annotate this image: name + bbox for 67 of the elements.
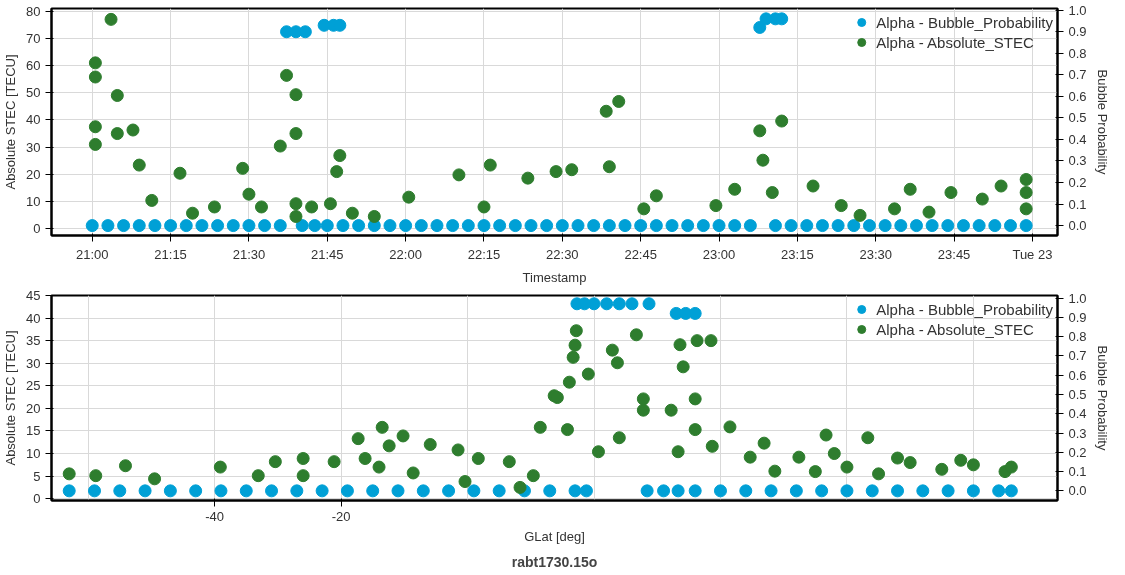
x-tick-label: Tue 23: [1012, 246, 1053, 262]
y2-tick-label: 0.0: [1068, 218, 1087, 234]
x-tick-label: 22:00: [389, 246, 422, 262]
legend-label: Alpha - Absolute_STEC: [876, 33, 1034, 51]
x-axis-title: GLat [deg]: [524, 528, 585, 544]
y2-tick-label: 1.0: [1068, 2, 1087, 18]
y2-tick-label: 0.9: [1068, 309, 1087, 325]
x-tick-label: 21:30: [232, 246, 266, 262]
x-tick-label: 23:45: [937, 246, 971, 262]
y-tick-label: 10: [26, 446, 41, 462]
legend-label: Alpha - Absolute_STEC: [876, 320, 1034, 338]
y2-tick-label: 0.2: [1068, 175, 1087, 191]
x-tick-label: 23:30: [859, 246, 893, 262]
x-tick-label: 22:45: [624, 246, 657, 262]
y-tick-label: 0: [33, 491, 41, 507]
y-tick-label: 50: [26, 85, 41, 101]
y2-tick-label: 0.5: [1068, 386, 1087, 402]
y2-tick-label: 0.3: [1068, 153, 1087, 169]
y-tick-label: 20: [26, 166, 41, 182]
x-tick-label: 21:00: [75, 246, 109, 262]
legend-label: Alpha - Bubble_Probability: [876, 300, 1053, 318]
y2-tick-label: 0.6: [1068, 367, 1087, 383]
y2-tick-label: 1.0: [1068, 290, 1087, 306]
x-tick-label: 23:00: [702, 246, 736, 262]
y-tick-label: 35: [26, 333, 41, 349]
text: rabt1730.15o: [511, 553, 598, 570]
y-tick-label: 25: [26, 378, 41, 394]
y-tick-label: 5: [33, 468, 41, 484]
y-tick-label: 10: [26, 194, 41, 210]
y-tick-label: 45: [26, 288, 41, 303]
x-tick-label: 23:15: [781, 246, 814, 262]
legend-label: Alpha - Bubble_Probability: [876, 13, 1053, 31]
y2-tick-label: 0.8: [1068, 329, 1087, 345]
y2-axis-title: Bubble Probability: [1094, 69, 1110, 175]
y2-tick-label: 0.7: [1068, 348, 1087, 364]
x-tick-label: 21:15: [154, 246, 187, 262]
x-axis-title: Timestamp: [522, 269, 587, 285]
y2-tick-label: 0.0: [1068, 483, 1087, 499]
y2-tick-label: 0.2: [1068, 444, 1087, 460]
y2-tick-label: 0.6: [1068, 88, 1087, 104]
y-tick-label: 15: [26, 423, 41, 439]
y-axis-title: Absolute STEC [TECU]: [3, 330, 19, 466]
y-tick-label: 40: [26, 310, 41, 326]
y2-tick-label: 0.4: [1068, 131, 1087, 147]
y-tick-label: 0: [33, 221, 41, 237]
y-tick-label: 20: [26, 400, 41, 416]
x-tick-label: 22:15: [467, 246, 501, 262]
y2-tick-label: 0.1: [1068, 464, 1087, 480]
x-tick-label: 22:30: [546, 246, 579, 262]
y-tick-label: 30: [26, 139, 41, 155]
y2-tick-label: 0.1: [1068, 196, 1087, 212]
y2-tick-label: 0.4: [1068, 406, 1087, 422]
y-tick-label: 70: [26, 30, 41, 46]
y2-tick-label: 0.8: [1068, 45, 1087, 61]
y-tick-label: 30: [26, 355, 41, 371]
y2-tick-label: 0.7: [1068, 67, 1087, 83]
x-tick-label: -20: [331, 508, 351, 524]
y2-axis-title: Bubble Probability: [1094, 345, 1110, 451]
y2-tick-label: 0.3: [1068, 425, 1087, 441]
x-tick-label: -40: [205, 508, 225, 524]
x-tick-label: 21:45: [311, 246, 344, 262]
y-tick-label: 80: [26, 3, 41, 19]
y-tick-label: 60: [26, 58, 41, 74]
y-tick-label: 40: [26, 112, 41, 128]
y2-tick-label: 0.9: [1068, 24, 1087, 40]
y-axis-title: Absolute STEC [TECU]: [3, 54, 19, 190]
y2-tick-label: 0.5: [1068, 110, 1087, 126]
